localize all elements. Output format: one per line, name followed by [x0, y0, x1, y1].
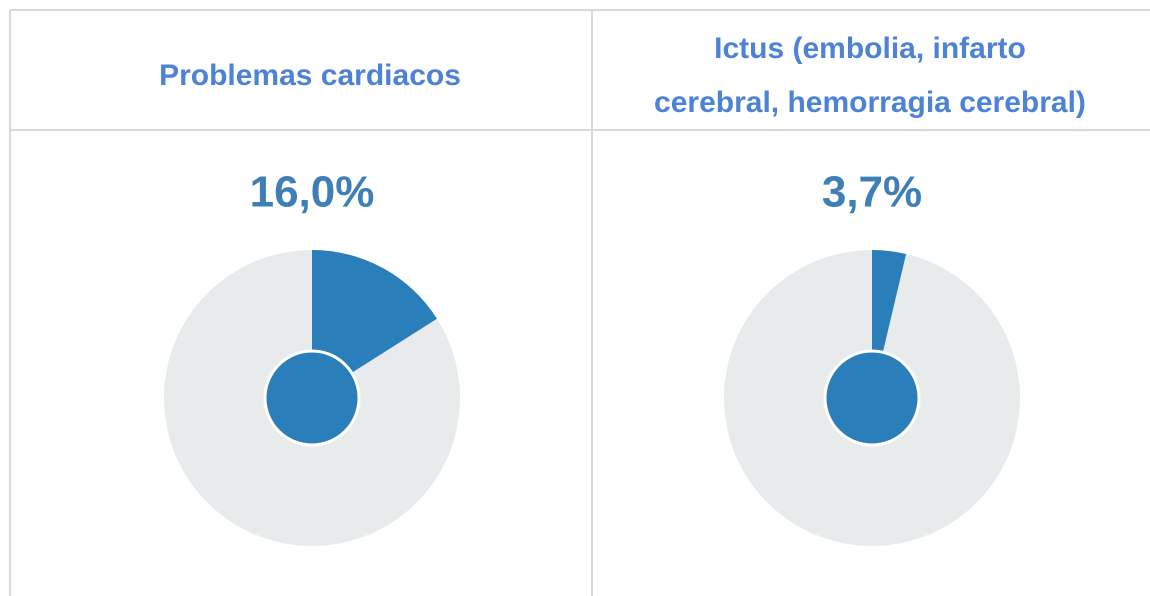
pie-center	[823, 349, 921, 447]
column-title: cerebral, hemorragia cerebral)	[654, 86, 1086, 119]
column-title: Ictus (embolia, infarto	[714, 32, 1026, 65]
column-title: Problemas cardiacos	[159, 59, 461, 92]
pie-center	[263, 349, 361, 447]
percent-label: 16,0%	[250, 168, 375, 217]
percent-label: 3,7%	[822, 168, 922, 217]
